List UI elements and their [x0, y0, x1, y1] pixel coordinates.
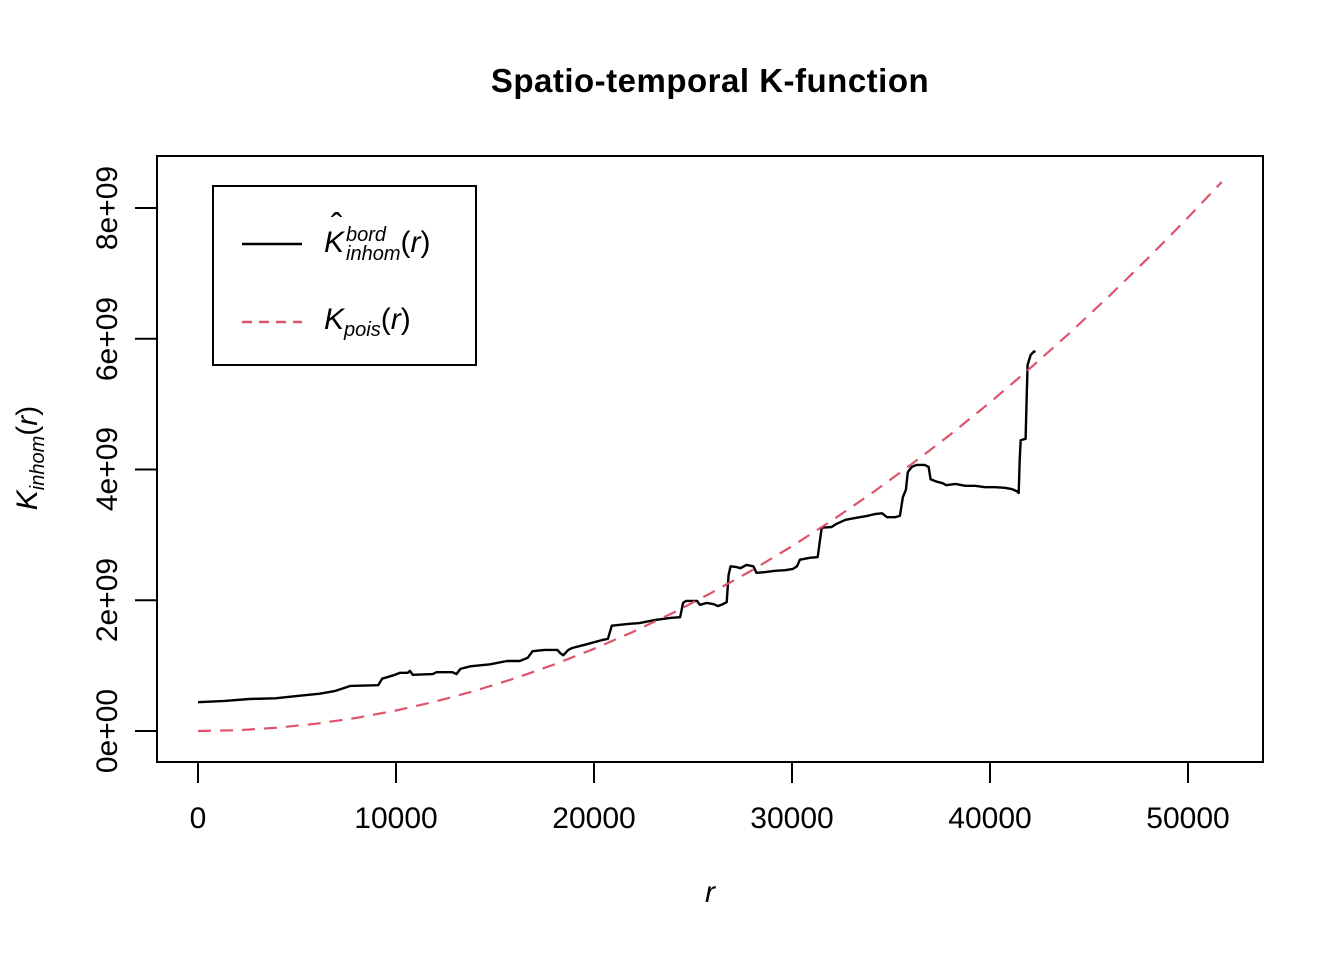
k-main: K — [324, 225, 345, 259]
x-tick-label: 30000 — [750, 802, 834, 835]
kpois-curve — [197, 181, 1223, 733]
y-tick-label: 0e+00 — [91, 688, 124, 774]
legend-line-solid — [242, 242, 302, 246]
paren: ( — [380, 302, 391, 336]
paren: ) — [420, 225, 431, 259]
x-tick-label: 40000 — [948, 802, 1032, 835]
legend-line-dashed — [242, 320, 302, 324]
superscript-bord: bord — [346, 224, 387, 246]
plot-box — [156, 155, 1264, 763]
y-axis-label-main: K — [11, 490, 44, 511]
x-axis-label: r — [705, 876, 715, 909]
y-axis-label-sub: inhom — [27, 435, 49, 491]
x-tick-label: 0 — [189, 802, 207, 835]
x-tick-label: 50000 — [1146, 802, 1230, 835]
hat-icon: ˆ — [331, 206, 343, 245]
x-tick-label: 10000 — [354, 802, 438, 835]
paren: ) — [11, 405, 44, 416]
kinhom-curve — [197, 350, 1036, 704]
paren: ) — [400, 302, 411, 336]
legend-label-kpois: Kpois(r) — [324, 303, 411, 342]
y-tick-label: 6e+09 — [91, 296, 124, 382]
chart-title: Spatio-temporal K-function — [490, 62, 930, 99]
y-tick-label: 2e+09 — [91, 557, 124, 643]
y-tick-label: 8e+09 — [91, 165, 124, 251]
r-var: r — [11, 415, 44, 426]
paren: ( — [11, 425, 44, 436]
x-tick-label: 20000 — [552, 802, 636, 835]
legend-item-kpois: Kpois(r) — [214, 299, 475, 345]
subscript-pois: pois — [344, 318, 381, 341]
r-var: r — [410, 225, 421, 259]
subscript-inhom: inhom — [346, 243, 401, 265]
y-tick-label: 4e+09 — [91, 426, 124, 512]
k-main: K — [324, 302, 345, 336]
paren: ( — [400, 225, 411, 259]
sup-sub-stack: bord inhom — [346, 224, 401, 265]
y-axis-label: Kinhom(r) — [8, 338, 49, 578]
r-var: r — [390, 302, 401, 336]
